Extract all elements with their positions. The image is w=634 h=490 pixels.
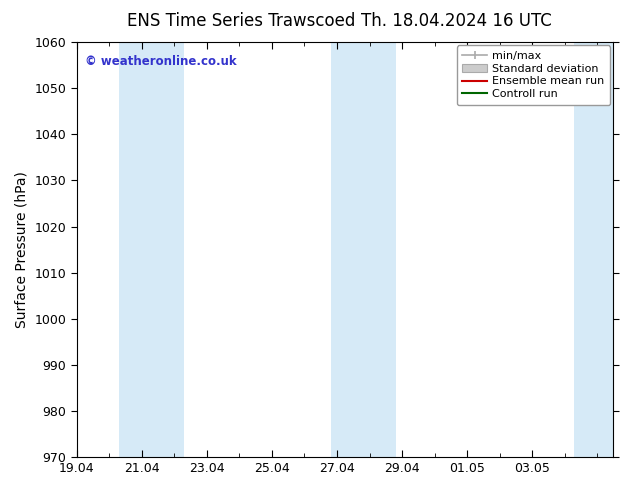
Text: ENS Time Series Trawscoed: ENS Time Series Trawscoed	[127, 12, 355, 30]
Y-axis label: Surface Pressure (hPa): Surface Pressure (hPa)	[15, 171, 29, 328]
Bar	[574, 42, 614, 457]
Text: © weatheronline.co.uk: © weatheronline.co.uk	[85, 54, 236, 68]
Text: Th. 18.04.2024 16 UTC: Th. 18.04.2024 16 UTC	[361, 12, 552, 30]
Legend: min/max, Standard deviation, Ensemble mean run, Controll run: min/max, Standard deviation, Ensemble me…	[456, 46, 610, 105]
Bar	[330, 42, 396, 457]
Bar	[119, 42, 184, 457]
